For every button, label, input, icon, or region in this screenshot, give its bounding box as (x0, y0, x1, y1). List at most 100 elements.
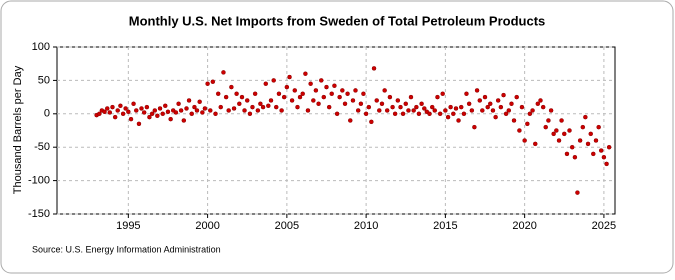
point (583, 114, 588, 120)
point (197, 99, 202, 105)
point (556, 138, 562, 143)
point (123, 106, 128, 111)
point (308, 81, 313, 86)
point (429, 104, 435, 110)
point (237, 101, 242, 107)
point (155, 113, 160, 119)
point (276, 91, 282, 97)
point (493, 114, 498, 120)
point (300, 91, 305, 97)
point (221, 70, 226, 75)
point (398, 104, 403, 110)
point (495, 98, 501, 103)
point (105, 106, 110, 111)
point (422, 106, 427, 111)
source: Source: U.S. Energy Information Administ… (32, 244, 221, 254)
point (466, 101, 472, 107)
point (250, 104, 255, 110)
y-tick-label: 50 (38, 74, 50, 86)
point (437, 111, 443, 117)
point (205, 81, 210, 86)
point (252, 91, 258, 97)
point (406, 108, 411, 113)
point (247, 111, 253, 117)
point (585, 141, 591, 147)
point (226, 108, 231, 113)
point (577, 138, 583, 143)
point (503, 111, 509, 117)
point (509, 101, 514, 107)
point (329, 91, 334, 97)
point (266, 103, 271, 109)
point (490, 108, 496, 113)
point (435, 94, 440, 100)
point (530, 108, 535, 113)
point (324, 84, 329, 90)
point (239, 94, 245, 100)
point (374, 98, 379, 103)
point (213, 111, 218, 117)
point (540, 104, 546, 110)
point (604, 161, 609, 167)
point (176, 101, 181, 107)
point (601, 154, 607, 160)
point (292, 88, 298, 93)
point (194, 108, 200, 113)
point (477, 98, 483, 103)
point (102, 109, 107, 115)
point (445, 114, 451, 120)
point (533, 141, 538, 147)
point (305, 108, 311, 113)
point (551, 131, 556, 137)
point (223, 94, 229, 100)
point (543, 124, 548, 130)
point (588, 131, 593, 137)
point (255, 108, 261, 113)
point (334, 111, 340, 117)
point (316, 101, 321, 107)
point (208, 108, 213, 113)
point (126, 109, 131, 115)
point (361, 91, 366, 97)
point (348, 118, 353, 123)
x-tick-label: 2005 (275, 220, 299, 232)
y-tick-label: 100 (32, 41, 50, 53)
point (149, 111, 155, 117)
x-tick-label: 2020 (512, 220, 536, 232)
point (498, 104, 504, 110)
point (353, 88, 358, 93)
point (313, 88, 319, 93)
point (160, 111, 165, 117)
x-tick-label: 1995 (116, 220, 140, 232)
point (340, 88, 345, 93)
point (273, 104, 279, 110)
point (144, 104, 150, 110)
point (287, 74, 292, 80)
point (136, 121, 142, 127)
point (157, 106, 163, 111)
point (110, 104, 115, 110)
point (210, 79, 216, 84)
point (538, 98, 543, 103)
point (289, 98, 295, 103)
point (271, 78, 276, 83)
point (392, 111, 398, 117)
point (358, 101, 364, 107)
point (355, 108, 361, 113)
point (440, 91, 445, 97)
point (453, 106, 459, 111)
point (443, 108, 448, 113)
point (562, 131, 567, 137)
point (163, 103, 168, 109)
point (369, 119, 374, 125)
point (575, 190, 580, 195)
point (377, 108, 382, 113)
point (419, 101, 424, 107)
y-tick-label: 0 (44, 108, 50, 120)
point (416, 111, 422, 117)
y-tick-label: -150 (28, 208, 50, 220)
point (115, 108, 120, 113)
point (606, 144, 612, 150)
point (474, 88, 480, 93)
